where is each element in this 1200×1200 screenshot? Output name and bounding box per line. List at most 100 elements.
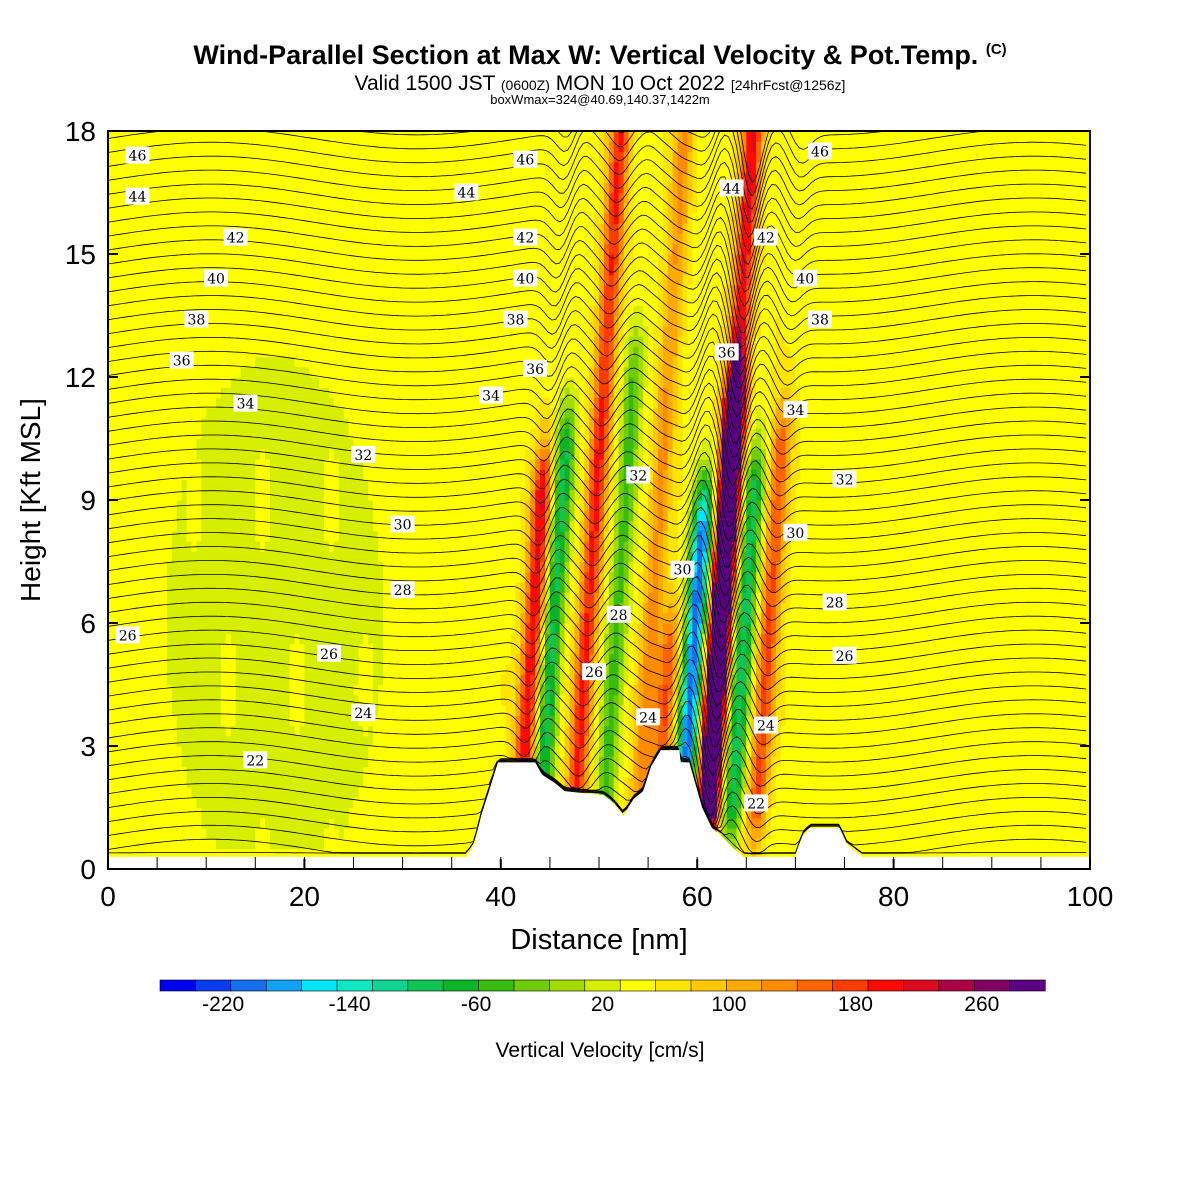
theta-line — [108, 424, 1087, 513]
theta-label: 32 — [351, 445, 376, 464]
theta-label: 34 — [233, 394, 258, 413]
theta-line — [108, 714, 1087, 803]
colorbar-swatch — [301, 979, 338, 992]
theta-line — [108, 658, 1087, 747]
colorbar-swatch — [655, 979, 692, 992]
colorbar-swatch — [867, 979, 905, 992]
theta-label-box — [606, 605, 631, 623]
theta-label: 44 — [454, 183, 479, 202]
theta-label: 30 — [670, 560, 695, 579]
theta-line — [108, 561, 1087, 653]
chart-title: Wind-Parallel Section at Max W: Vertical… — [193, 40, 1007, 70]
theta-label-box — [582, 663, 607, 681]
theta-label-box — [125, 187, 150, 205]
theta-line — [108, 686, 1087, 777]
colorbar-tick-label: -60 — [461, 993, 491, 1016]
theta-line — [108, 437, 1087, 528]
theta-line — [108, 147, 1087, 238]
theta-line — [108, 576, 1087, 666]
theta-label: 42 — [513, 228, 538, 247]
theta-label-text: 44 — [723, 181, 741, 197]
theta-line — [108, 617, 1087, 708]
y-tick-label: 3 — [80, 731, 96, 762]
y-tick-label: 9 — [80, 485, 96, 516]
colorbar-swatch — [1009, 979, 1046, 992]
theta-line — [108, 749, 1087, 855]
colorbar-swatch — [690, 979, 728, 992]
colorbar-swatch — [903, 979, 940, 992]
x-tick-label: 80 — [878, 881, 909, 912]
theta-label-text: 22 — [747, 796, 765, 812]
y-tick-label: 6 — [80, 608, 96, 639]
theta-line — [108, 300, 1087, 389]
theta-label-box — [513, 228, 538, 246]
theta-line — [108, 258, 1087, 348]
theta-line — [108, 396, 1087, 487]
theta-label: 26 — [832, 646, 857, 665]
theta-label: 38 — [807, 310, 832, 329]
theta-label: 42 — [223, 228, 248, 247]
theta-label-text: 36 — [173, 354, 191, 370]
colorbar-swatch — [619, 979, 657, 992]
theta-line — [108, 272, 1087, 363]
theta-line — [108, 700, 1087, 790]
theta-label-text: 24 — [639, 710, 657, 726]
theta-label-text: 22 — [246, 753, 264, 769]
theta-label-box — [503, 310, 528, 328]
theta-line — [108, 134, 1087, 223]
theta-label: 22 — [744, 794, 769, 812]
theta-label-text: 40 — [516, 272, 534, 288]
theta-label: 36 — [714, 343, 739, 361]
box-info: boxWmax=324@40.69,140.37,1422m — [490, 92, 710, 107]
theta-label: 32 — [626, 466, 651, 484]
velocity-field — [108, 131, 1090, 869]
theta-line — [108, 590, 1087, 679]
colorbar-swatch — [195, 979, 232, 992]
y-tick-label: 12 — [65, 362, 96, 393]
terrain — [108, 750, 1090, 869]
theta-line — [108, 672, 1087, 763]
colorbar-swatch — [796, 979, 834, 992]
theta-label: 34 — [478, 386, 503, 404]
theta-label-text: 26 — [320, 647, 338, 663]
theta-line — [108, 382, 1087, 473]
theta-label-text: 38 — [507, 313, 525, 329]
theta-label-box — [233, 394, 258, 412]
theta-label: 38 — [184, 310, 209, 329]
theta-label: 28 — [606, 605, 631, 624]
theta-label: 36 — [523, 359, 548, 378]
theta-label: 40 — [513, 269, 538, 288]
theta-line — [108, 520, 1087, 611]
theta-line — [108, 231, 1087, 321]
theta-label-box — [793, 269, 818, 287]
theta-line — [108, 176, 1087, 266]
theta-label-text: 26 — [585, 665, 603, 681]
theta-label-text: 28 — [610, 608, 628, 624]
theta-label-text: 36 — [526, 362, 544, 378]
theta-label-text: 30 — [786, 526, 804, 542]
theta-label-box — [832, 470, 857, 488]
theta-label: 42 — [753, 228, 778, 247]
forecast-info: [24hrFcst@1256z] — [730, 77, 846, 93]
theta-label-box — [204, 269, 229, 287]
colorbar-swatch — [726, 979, 763, 992]
theta-label-box — [523, 359, 548, 377]
theta-label: 24 — [351, 704, 376, 722]
colorbar: -220 -140 -60 20 100 180 260 Vertical Velocity … — [159, 979, 1046, 1062]
theta-label: 22 — [243, 751, 268, 769]
x-tick-label: 60 — [682, 881, 713, 912]
colorbar-swatch — [265, 979, 303, 992]
colorbar-swatch — [832, 979, 869, 992]
theta-label: 40 — [793, 269, 818, 288]
theta-line — [108, 746, 1087, 829]
theta-label-box — [719, 179, 744, 197]
theta-label-text: 42 — [516, 231, 534, 247]
theta-label-box — [478, 386, 503, 404]
theta-line — [108, 479, 1087, 568]
theta-label-box — [832, 646, 857, 664]
colorbar-tick-label: 260 — [964, 993, 999, 1016]
colorbar-tick-label: -220 — [202, 993, 244, 1016]
theta-label-text: 36 — [718, 345, 736, 361]
theta-label-box — [636, 708, 661, 726]
theta-label: 44 — [125, 187, 150, 206]
